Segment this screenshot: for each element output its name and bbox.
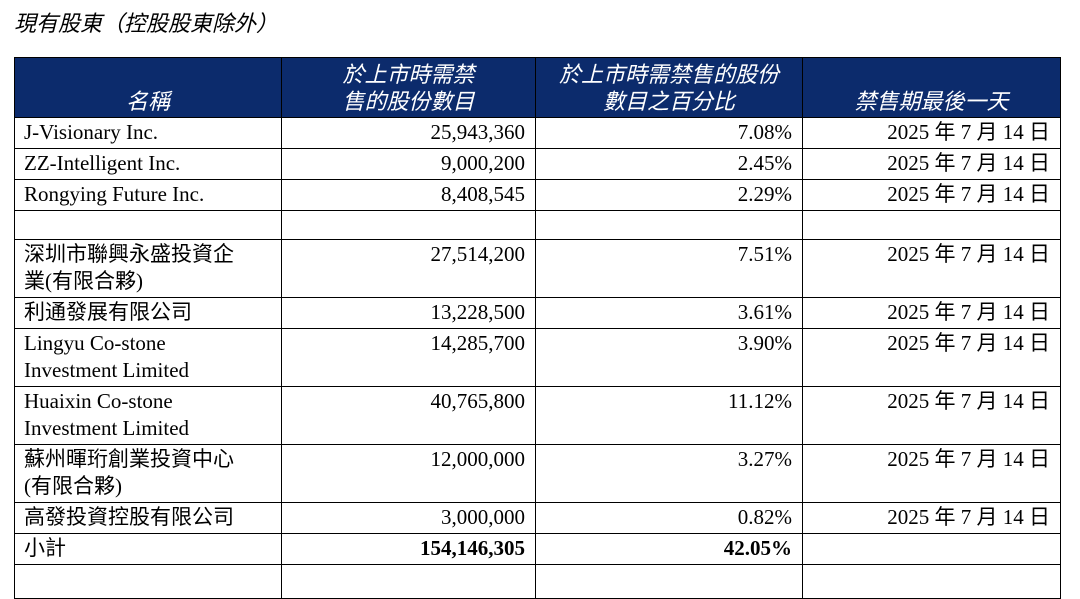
table: 名稱 於上市時需禁 售的股份數目 於上市時需禁售的股份 數目之百分比 禁售期最後一天 J-… — [14, 57, 1061, 599]
table-row: ZZ-Intelligent Inc. 9,000,200 2.45% 2025 年 … — [14, 148, 1061, 180]
shares-cell: 12,000,000 — [281, 444, 536, 503]
date-cell: 2025 年 7 月 14 日 — [802, 117, 1061, 149]
empty-cell — [535, 210, 803, 240]
date-cell: 2025 年 7 月 14 日 — [802, 444, 1061, 503]
name-cell: ZZ-Intelligent Inc. — [14, 148, 282, 180]
shares-cell: 40,765,800 — [281, 386, 536, 445]
cell-line: 售的股份數目 — [342, 89, 475, 114]
percent-cell: 2.29% — [535, 179, 803, 211]
empty-cell — [281, 210, 536, 240]
date-cell: 2025 年 7 月 14 日 — [802, 502, 1061, 534]
shares-cell: 3,000,000 — [281, 502, 536, 534]
cell-line: Rongying Future Inc. — [24, 182, 205, 206]
empty-cell — [14, 210, 282, 240]
percent-cell: 2.45% — [535, 148, 803, 180]
cell-line: 高發投資控股有限公司 — [24, 505, 234, 529]
subtotal-label: 小計 — [14, 533, 282, 565]
name-cell: Lingyu Co-stone Investment Limited — [14, 328, 282, 387]
name-cell: 深圳市聯興永盛投資企 業(有限合夥) — [14, 239, 282, 298]
percent-cell: 11.12% — [535, 386, 803, 445]
empty-cell — [535, 564, 803, 599]
cell-line: J-Visionary Inc. — [24, 120, 159, 144]
table-row: 利通發展有限公司 13,228,500 3.61% 2025 年 7 月 14 日 — [14, 297, 1061, 329]
shares-cell: 8,408,545 — [281, 179, 536, 211]
table-row: 深圳市聯興永盛投資企 業(有限合夥) 27,514,200 7.51% 2025 年 7… — [14, 239, 1061, 298]
header-cell: 名稱 — [14, 57, 282, 118]
empty-cell — [802, 564, 1061, 599]
table-row: Huaixin Co-stone Investment Limited 40,765… — [14, 386, 1061, 445]
blank-row — [14, 210, 1061, 240]
name-cell: 蘇州暉珩創業投資中心 (有限合夥) — [14, 444, 282, 503]
empty-cell — [802, 533, 1061, 565]
percent-cell: 0.82% — [535, 502, 803, 534]
shares-cell: 9,000,200 — [281, 148, 536, 180]
name-cell: J-Visionary Inc. — [14, 117, 282, 149]
empty-cell — [14, 564, 282, 599]
table-body: J-Visionary Inc. 25,943,360 7.08% 2025 年 7 … — [14, 117, 1061, 599]
blank-row — [14, 564, 1061, 599]
cell-line: Lingyu Co-stone — [24, 331, 166, 355]
cell-line: Investment Limited — [24, 358, 190, 382]
date-cell: 2025 年 7 月 14 日 — [802, 179, 1061, 211]
cell-line: ZZ-Intelligent Inc. — [24, 151, 181, 175]
cell-line: 業(有限合夥) — [24, 269, 143, 293]
cell-line: 於上市時需禁售的股份 — [558, 62, 779, 87]
date-cell: 2025 年 7 月 14 日 — [802, 148, 1061, 180]
title: 現有股東（控股股東除外） — [14, 11, 279, 36]
cell-line: 利通發展有限公司 — [24, 300, 192, 324]
table-row: Rongying Future Inc. 8,408,545 2.29% 2025 年… — [14, 179, 1061, 211]
header-row: 名稱 於上市時需禁 售的股份數目 於上市時需禁售的股份 數目之百分比 禁售期最後一天 — [14, 57, 1061, 118]
name-cell: 高發投資控股有限公司 — [14, 502, 282, 534]
date-cell: 2025 年 7 月 14 日 — [802, 386, 1061, 445]
shares-cell: 27,514,200 — [281, 239, 536, 298]
cell-line: 深圳市聯興永盛投資企 — [24, 242, 234, 266]
table-row: 蘇州暉珩創業投資中心 (有限合夥) 12,000,000 3.27% 2025 年 7 … — [14, 444, 1061, 503]
shares-cell: 14,285,700 — [281, 328, 536, 387]
percent-cell: 3.27% — [535, 444, 803, 503]
cell-line: (有限合夥) — [24, 474, 122, 498]
header-cell: 於上市時需禁售的股份 數目之百分比 — [535, 57, 803, 118]
cell-line: 名稱 — [125, 89, 170, 114]
header-cell: 禁售期最後一天 — [802, 57, 1061, 118]
shares-cell: 25,943,360 — [281, 117, 536, 149]
cell-line: 禁售期最後一天 — [854, 89, 1009, 114]
table-row: 高發投資控股有限公司 3,000,000 0.82% 2025 年 7 月 14 日 — [14, 502, 1061, 534]
empty-cell — [802, 210, 1061, 240]
date-cell: 2025 年 7 月 14 日 — [802, 328, 1061, 387]
name-cell: Rongying Future Inc. — [14, 179, 282, 211]
header-cell: 於上市時需禁 售的股份數目 — [281, 57, 536, 118]
date-cell: 2025 年 7 月 14 日 — [802, 297, 1061, 329]
cell-line: Investment Limited — [24, 416, 190, 440]
percent-cell: 3.90% — [535, 328, 803, 387]
subtotal-shares: 154,146,305 — [281, 533, 536, 565]
table-row: J-Visionary Inc. 25,943,360 7.08% 2025 年 7 … — [14, 117, 1061, 149]
subtotal-row: 小計 154,146,305 42.05% — [14, 533, 1061, 565]
cell-line: Huaixin Co-stone — [24, 389, 173, 413]
table-row: Lingyu Co-stone Investment Limited 14,285,… — [14, 328, 1061, 387]
name-cell: 利通發展有限公司 — [14, 297, 282, 329]
name-cell: Huaixin Co-stone Investment Limited — [14, 386, 282, 445]
date-cell: 2025 年 7 月 14 日 — [802, 239, 1061, 298]
percent-cell: 7.08% — [535, 117, 803, 149]
subtotal-percent: 42.05% — [535, 533, 803, 565]
shares-cell: 13,228,500 — [281, 297, 536, 329]
cell-line: 於上市時需禁 — [342, 62, 475, 87]
percent-cell: 3.61% — [535, 297, 803, 329]
percent-cell: 7.51% — [535, 239, 803, 298]
empty-cell — [281, 564, 536, 599]
cell-line: 數目之百分比 — [602, 89, 735, 114]
cell-line: 蘇州暉珩創業投資中心 — [24, 447, 234, 471]
